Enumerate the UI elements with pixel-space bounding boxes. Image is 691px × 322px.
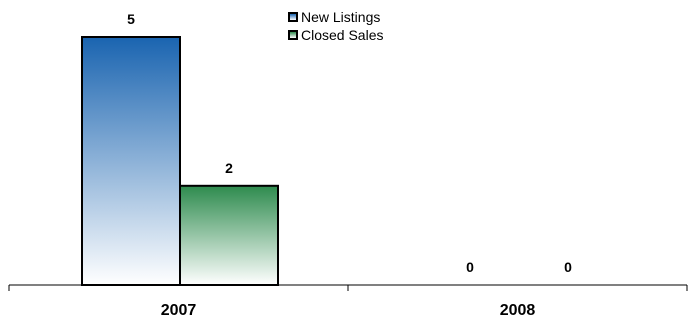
legend-item-new-listings: New Listings [288,8,384,26]
data-label-closed-sales-2007: 2 [225,160,233,176]
x-axis: 2007 2008 [8,284,688,319]
legend-swatch-new-listings [288,12,298,22]
data-label-closed-sales-2008: 0 [564,259,572,275]
legend: New Listings Closed Sales [288,8,384,44]
bars-group [81,36,279,286]
legend-label-new-listings: New Listings [301,9,381,25]
data-label-new-listings-2008: 0 [466,259,474,275]
x-tick-label-2007: 2007 [161,302,197,319]
legend-label-closed-sales: Closed Sales [301,27,384,43]
legend-item-closed-sales: Closed Sales [288,26,384,44]
data-labels-group: 5 2 0 0 [127,11,572,275]
data-label-new-listings-2007: 5 [127,11,135,27]
bar-new-listings-2007 [81,36,181,286]
x-tick-label-2008: 2008 [500,302,536,319]
legend-swatch-closed-sales [288,30,298,40]
bar-closed-sales-2007 [179,184,279,286]
